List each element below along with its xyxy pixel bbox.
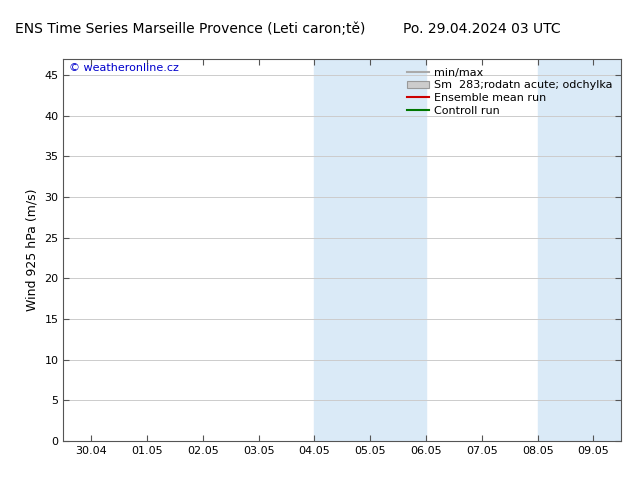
Bar <box>538 59 621 441</box>
Text: Po. 29.04.2024 03 UTC: Po. 29.04.2024 03 UTC <box>403 22 560 36</box>
Y-axis label: Wind 925 hPa (m/s): Wind 925 hPa (m/s) <box>26 189 39 311</box>
Text: © weatheronline.cz: © weatheronline.cz <box>69 63 179 73</box>
Legend: min/max, Sm  283;rodatn acute; odchylka, Ensemble mean run, Controll run: min/max, Sm 283;rodatn acute; odchylka, … <box>404 64 616 120</box>
Text: ENS Time Series Marseille Provence (Leti caron;tě): ENS Time Series Marseille Provence (Leti… <box>15 22 365 36</box>
Bar <box>314 59 426 441</box>
